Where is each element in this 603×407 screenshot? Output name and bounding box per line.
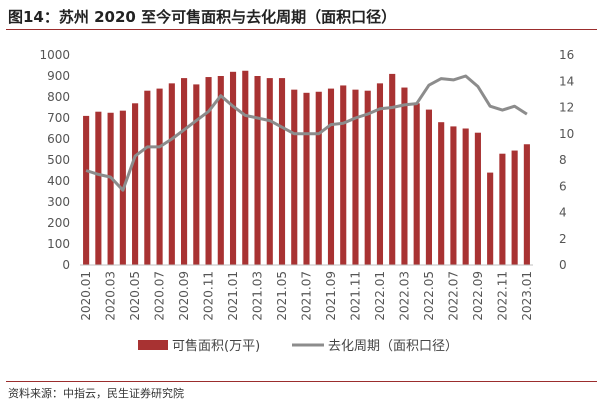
right-tick-label: 4 (559, 206, 567, 220)
bar-2020.02 (95, 111, 102, 265)
x-tick-label: 2022.09 (471, 271, 485, 321)
legend-line-label: 去化周期（面积口径） (328, 339, 458, 354)
right-tick-label: 8 (559, 153, 567, 167)
bar-2022.04 (413, 103, 420, 265)
bar-2023.01 (523, 144, 530, 265)
x-tick-label: 2022.05 (422, 271, 436, 321)
x-tick-label: 2020.11 (202, 271, 216, 321)
left-tick-label: 900 (47, 69, 70, 83)
x-tick-label: 2022.03 (397, 271, 411, 321)
right-tick-label: 6 (559, 179, 567, 193)
x-tick-label: 2020.05 (128, 271, 142, 321)
right-tick-label: 12 (559, 101, 574, 115)
bar-2021.10 (340, 85, 347, 265)
x-tick-label: 2021.07 (300, 271, 314, 321)
left-tick-label: 400 (47, 174, 70, 188)
left-tick-label: 800 (47, 90, 70, 104)
left-tick-label: 300 (47, 195, 70, 209)
left-tick-label: 1000 (39, 48, 70, 62)
left-axis: 0 100 200 300 400 500 600 700 800 900 1000 (39, 48, 70, 272)
bar-2021.09 (327, 88, 335, 265)
left-tick-label: 700 (47, 111, 70, 125)
bar-2021.11 (352, 89, 359, 266)
title-divider (6, 29, 597, 30)
bar-2022.09 (474, 132, 481, 265)
legend-bar-label: 可售面积(万平) (172, 338, 260, 354)
bar-2020.03 (107, 112, 114, 265)
bar-2020.08 (168, 83, 175, 265)
bar-2022.12 (511, 150, 518, 265)
x-tick-label: 2022.11 (495, 271, 509, 321)
bar-2021.06 (291, 89, 298, 266)
chart-title: 图14：苏州 2020 至今可售面积与去化周期（面积口径） (8, 8, 397, 26)
bar-2022.06 (438, 122, 445, 265)
bar-2022.08 (462, 128, 469, 265)
left-tick-label: 100 (47, 237, 70, 251)
bar-2021.05 (278, 78, 286, 265)
left-tick-label: 600 (47, 132, 70, 146)
bar-2022.05 (425, 109, 432, 265)
bar-2022.03 (401, 87, 408, 265)
x-tick-label: 2021.05 (275, 271, 289, 321)
bar-2020.06 (144, 90, 151, 265)
x-tick-label: 2021.01 (226, 271, 240, 321)
left-tick-label: 200 (47, 216, 70, 230)
bar-2020.11 (205, 77, 212, 265)
right-axis: 0 2 4 6 8 10 12 14 16 (559, 48, 574, 272)
right-tick-label: 0 (559, 258, 567, 272)
left-tick-label: 0 (62, 258, 70, 272)
bar-2020.07 (156, 88, 163, 265)
right-tick-label: 14 (559, 74, 574, 88)
x-tick-label: 2021.09 (324, 271, 338, 321)
x-tick-label: 2021.03 (251, 271, 265, 321)
bar-2020.01 (83, 115, 90, 266)
bar-2022.11 (499, 153, 506, 265)
source-note: 资料来源：中指云，民生证券研究院 (8, 387, 184, 400)
bar-2021.02 (242, 70, 249, 265)
left-tick-label: 500 (47, 153, 70, 167)
chart-canvas: 0 100 200 300 400 500 600 700 800 900 1000 0 2 4 6 8 10… (39, 48, 574, 354)
right-tick-label: 2 (559, 232, 567, 246)
bar-2022.01 (376, 83, 384, 265)
legend: 可售面积(万平) 去化周期（面积口径） (138, 338, 458, 354)
x-tick-label: 2020.03 (104, 271, 118, 321)
bar-2022.02 (389, 73, 396, 266)
x-axis: 2020.01 2020.03 2020.05 2020.07 2020.09 2020.… (79, 271, 534, 321)
bar-2021.03 (254, 76, 261, 265)
bar-2020.10 (193, 84, 200, 266)
legend-bar-swatch (138, 340, 168, 350)
x-tick-label: 2020.01 (79, 271, 93, 321)
x-tick-label: 2022.07 (446, 271, 460, 321)
bar-2020.12 (217, 76, 224, 265)
bar-2021.12 (364, 90, 371, 265)
bar-2021.01 (229, 71, 237, 265)
bar-2020.05 (132, 103, 139, 265)
bar-2022.07 (450, 126, 457, 266)
bar-2022.10 (487, 172, 494, 265)
footer-divider (6, 381, 597, 382)
x-tick-label: 2021.11 (348, 271, 362, 321)
right-tick-label: 10 (559, 127, 574, 141)
x-tick-label: 2020.07 (153, 271, 167, 321)
bar-series (83, 70, 530, 266)
bar-2021.08 (315, 91, 322, 265)
x-tick-label: 2020.09 (177, 271, 191, 321)
line-path (85, 74, 528, 192)
bar-2021.07 (303, 92, 310, 265)
right-tick-label: 16 (559, 48, 574, 62)
x-tick-label: 2023.01 (520, 271, 534, 321)
bar-2020.09 (181, 78, 188, 265)
bar-2021.04 (266, 78, 273, 265)
line-series (85, 74, 528, 192)
x-tick-label: 2022.01 (373, 271, 387, 321)
